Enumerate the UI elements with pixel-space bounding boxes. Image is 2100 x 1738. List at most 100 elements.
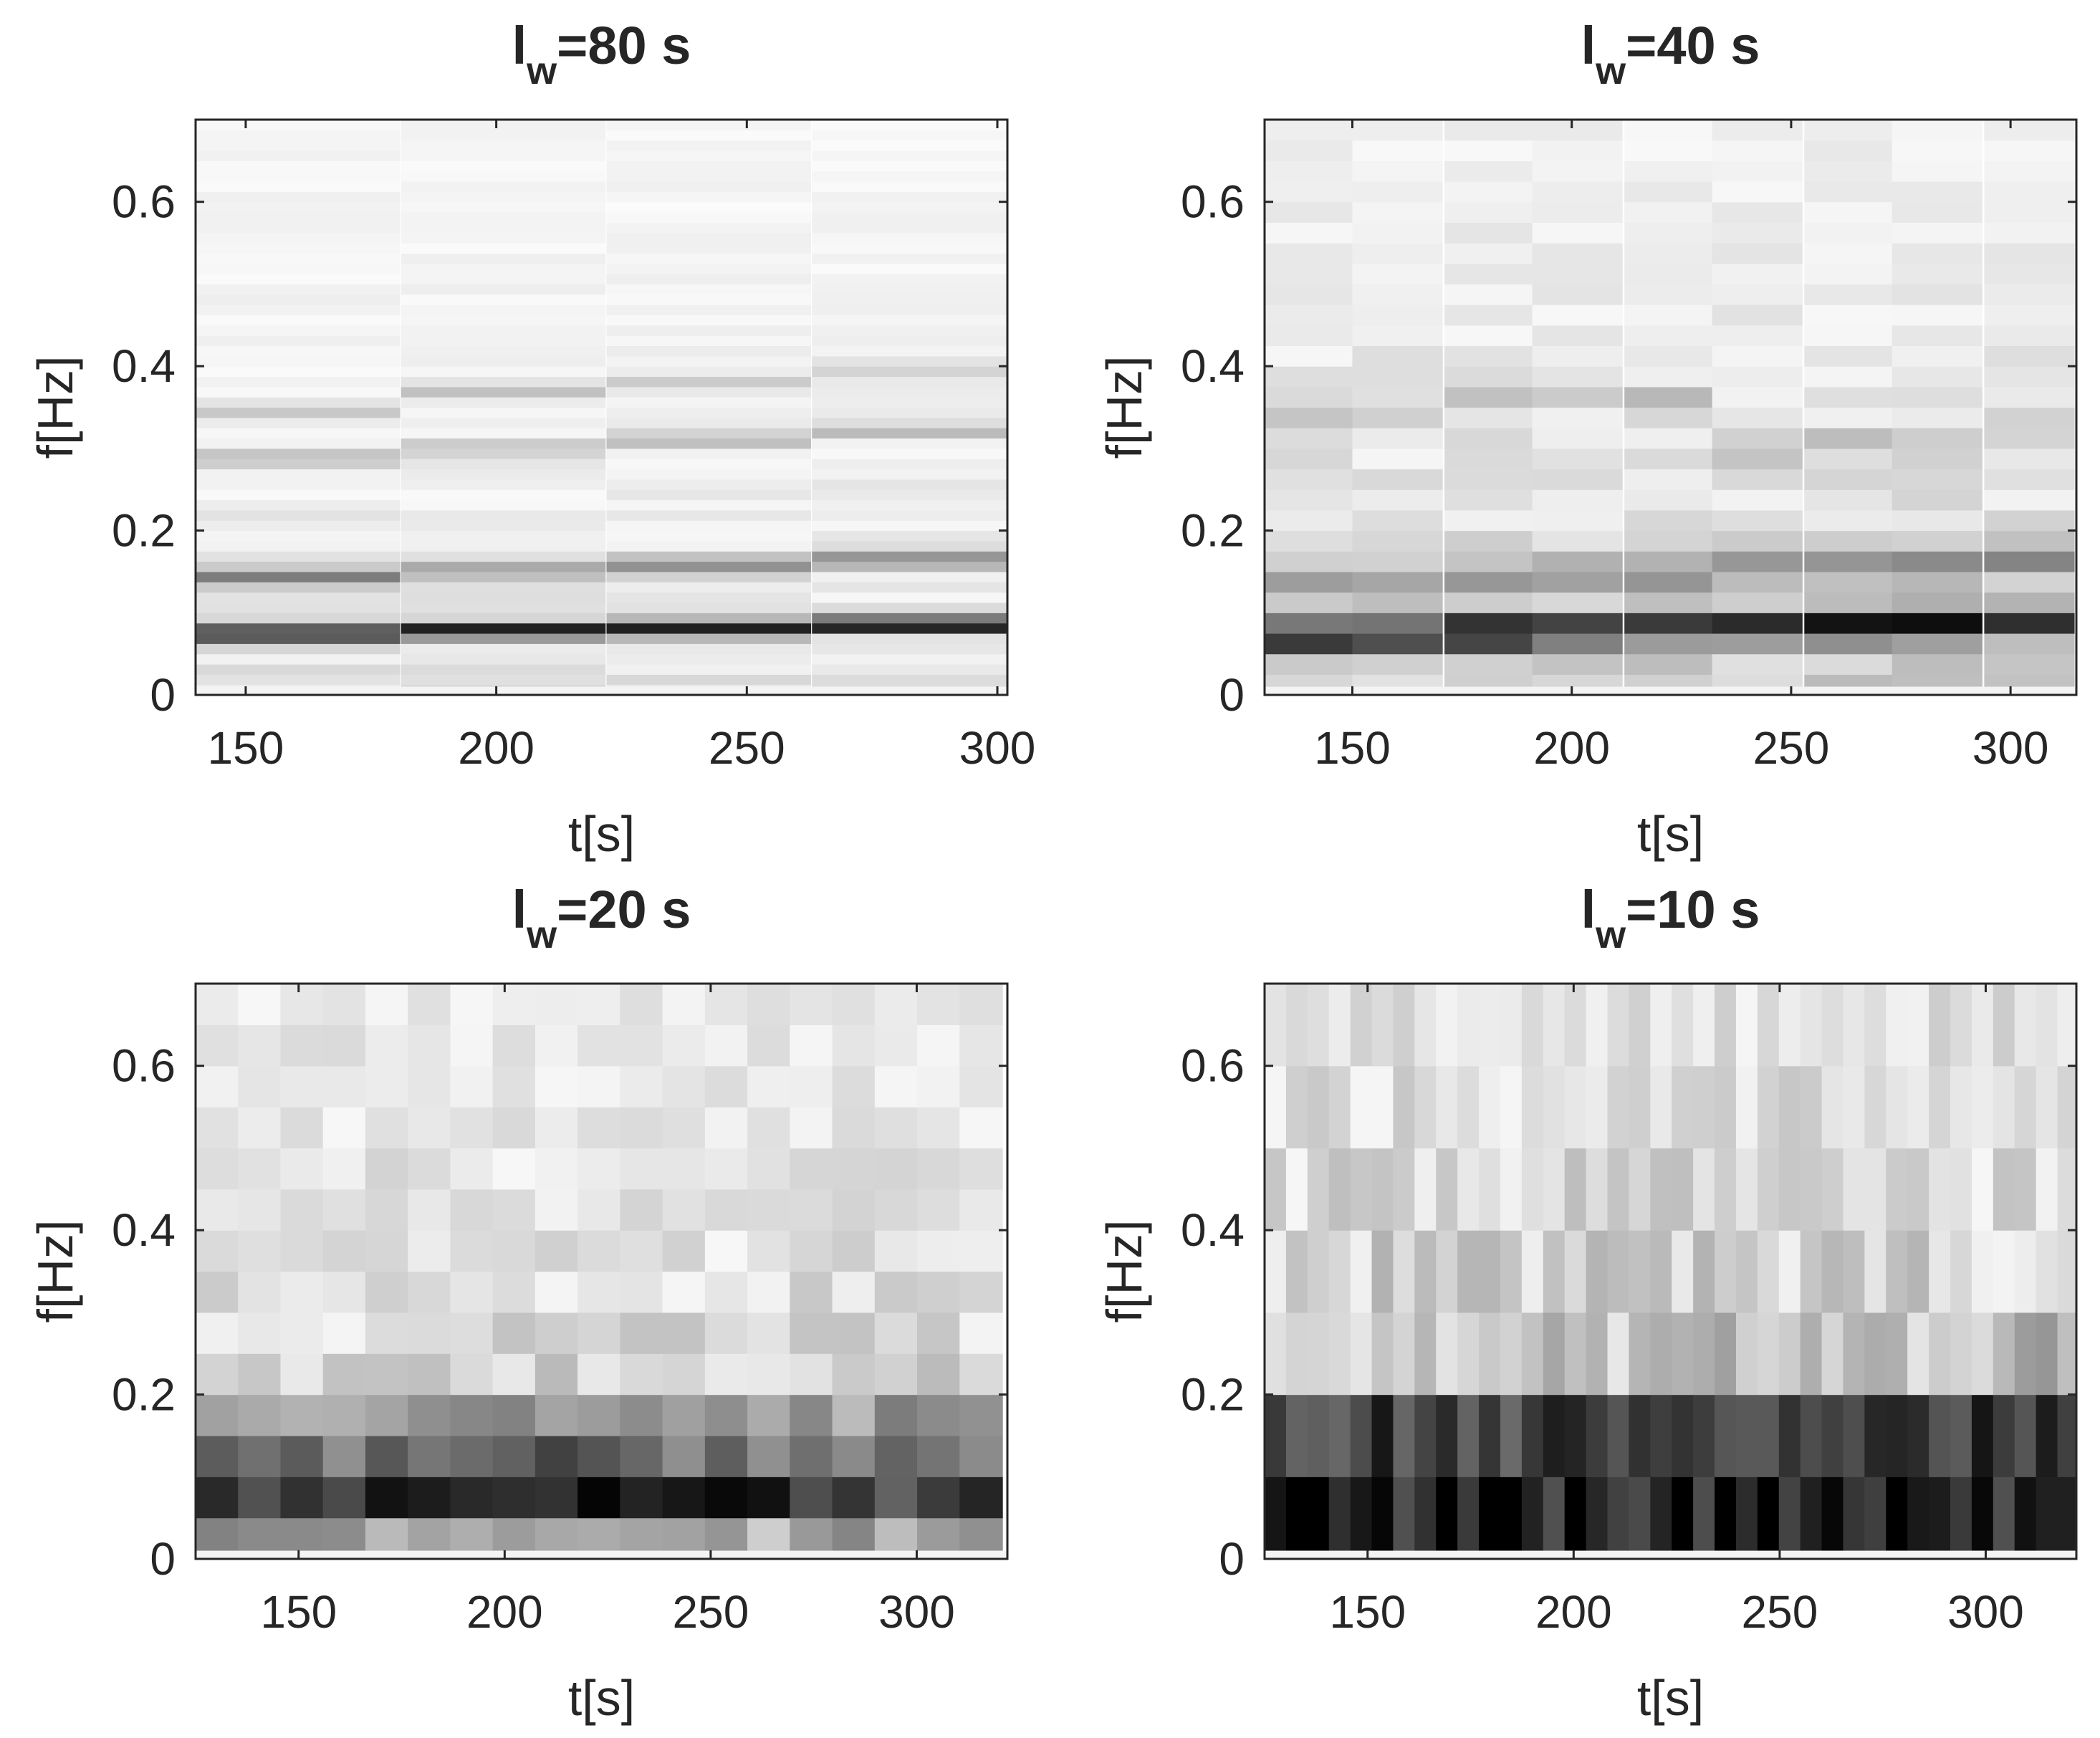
- heat-cell: [606, 201, 812, 213]
- heat-cell: [1265, 160, 1356, 182]
- heat-cell: [196, 1353, 239, 1396]
- heat-floor: [1265, 686, 2076, 695]
- heat-cell: [1265, 284, 1356, 305]
- heat-cell: [1929, 1477, 1951, 1559]
- heat-cell: [238, 1312, 282, 1354]
- heat-cell: [1984, 325, 2075, 347]
- heat-cell: [1328, 1230, 1351, 1313]
- heat-cell: [1804, 304, 1895, 326]
- heat-cell: [1804, 592, 1895, 613]
- heat-cell: [606, 150, 812, 161]
- heat-cell: [1444, 386, 1535, 408]
- heat-cell: [1265, 222, 1356, 244]
- heat-cell: [812, 355, 1007, 367]
- heat-cell: [2014, 1394, 2037, 1477]
- heat-cell: [1371, 1065, 1394, 1149]
- heat-cell: [401, 489, 606, 501]
- heat-cell: [238, 1435, 282, 1477]
- heat-cell: [812, 407, 1007, 418]
- heat-cell: [1543, 1148, 1566, 1231]
- heat-cell: [1892, 428, 1982, 449]
- heat-cell: [1843, 1312, 1865, 1396]
- heat-cell: [401, 561, 606, 572]
- heat-cell: [196, 1312, 239, 1354]
- heat-cell: [408, 1312, 451, 1354]
- heat-cell: [1712, 448, 1803, 470]
- heat-cell: [322, 1271, 367, 1313]
- heat-cell: [1843, 984, 1865, 1067]
- heat-cell: [1735, 1312, 1758, 1396]
- heat-cell: [812, 130, 1007, 141]
- y-tick-label: 0.4: [112, 340, 176, 392]
- heat-cell: [1984, 284, 2075, 305]
- heat-cell: [1984, 469, 2075, 490]
- heat-cell: [1971, 1477, 1994, 1559]
- heat-cell: [1624, 530, 1715, 552]
- heat-cell: [408, 1189, 451, 1231]
- heat-cell: [620, 1353, 663, 1396]
- heat-cell: [1984, 592, 2075, 613]
- heat-cell: [1444, 243, 1535, 264]
- heat-cell: [492, 1065, 537, 1108]
- heat-cell: [874, 1477, 919, 1519]
- heat-cell: [832, 1230, 876, 1272]
- heat-cell: [1672, 1065, 1694, 1149]
- heat-cell: [401, 355, 606, 367]
- heat-cell: [1532, 201, 1623, 223]
- heat-cell: [1532, 407, 1623, 428]
- heat-cell: [196, 530, 401, 542]
- heat-cell: [1500, 1230, 1523, 1313]
- heat-cell: [408, 984, 451, 1025]
- heat-cell: [1735, 1065, 1758, 1149]
- heat-cell: [1804, 284, 1895, 305]
- heat-cell: [620, 1024, 663, 1067]
- heat-cell: [238, 984, 282, 1025]
- heat-cell: [1624, 489, 1715, 511]
- heat-cell: [401, 274, 606, 285]
- heat-cell: [1265, 653, 1356, 675]
- heat-cell: [1624, 386, 1715, 408]
- heat-cell: [1414, 984, 1437, 1067]
- heat-cell: [606, 160, 812, 172]
- heat-cell: [401, 397, 606, 408]
- heat-cell: [196, 1189, 239, 1231]
- heat-cell: [1307, 1230, 1330, 1313]
- heat-cell: [1892, 407, 1982, 428]
- axes-box: [194, 982, 1009, 1560]
- heat-cell: [1984, 345, 2075, 367]
- heat-cell: [534, 1065, 579, 1108]
- heat-cell: [1371, 984, 1394, 1067]
- heat-cell: [1532, 366, 1623, 388]
- heat-cell: [238, 1353, 282, 1396]
- heat-cell: [1624, 407, 1715, 428]
- heat-cell: [606, 386, 812, 398]
- heat-cell: [1265, 263, 1356, 285]
- heat-cell: [1886, 1477, 1908, 1559]
- x-tick-label: 300: [1972, 722, 2049, 774]
- heat-cell: [1984, 120, 2075, 141]
- x-tick-label: 200: [1535, 1586, 1612, 1638]
- heat-cell: [1757, 1148, 1780, 1231]
- heat-cell: [1265, 469, 1356, 490]
- heat-cell: [401, 325, 606, 336]
- heat-cell: [492, 1312, 537, 1354]
- heat-cell: [1864, 1230, 1886, 1313]
- heat-cell: [1532, 509, 1623, 532]
- heat-cell: [1624, 345, 1715, 367]
- heat-cell: [959, 1477, 1003, 1519]
- heat-cell: [1352, 469, 1443, 490]
- heat-cell: [280, 1435, 324, 1477]
- heat-cell: [1265, 304, 1356, 326]
- heat-cell: [1414, 1230, 1437, 1313]
- heat-cell: [1624, 633, 1715, 655]
- heat-cell: [2014, 1065, 2037, 1149]
- heat-cell: [1624, 428, 1715, 449]
- heat-cell: [196, 458, 401, 470]
- heat-cell: [1629, 1312, 1651, 1396]
- heat-cell: [1436, 1477, 1458, 1559]
- heat-cell: [1886, 1312, 1908, 1396]
- heat-cell: [1715, 1477, 1737, 1559]
- heat-cell: [1757, 1312, 1780, 1396]
- heat-cell: [1444, 345, 1535, 367]
- heat-cell: [1285, 1065, 1308, 1149]
